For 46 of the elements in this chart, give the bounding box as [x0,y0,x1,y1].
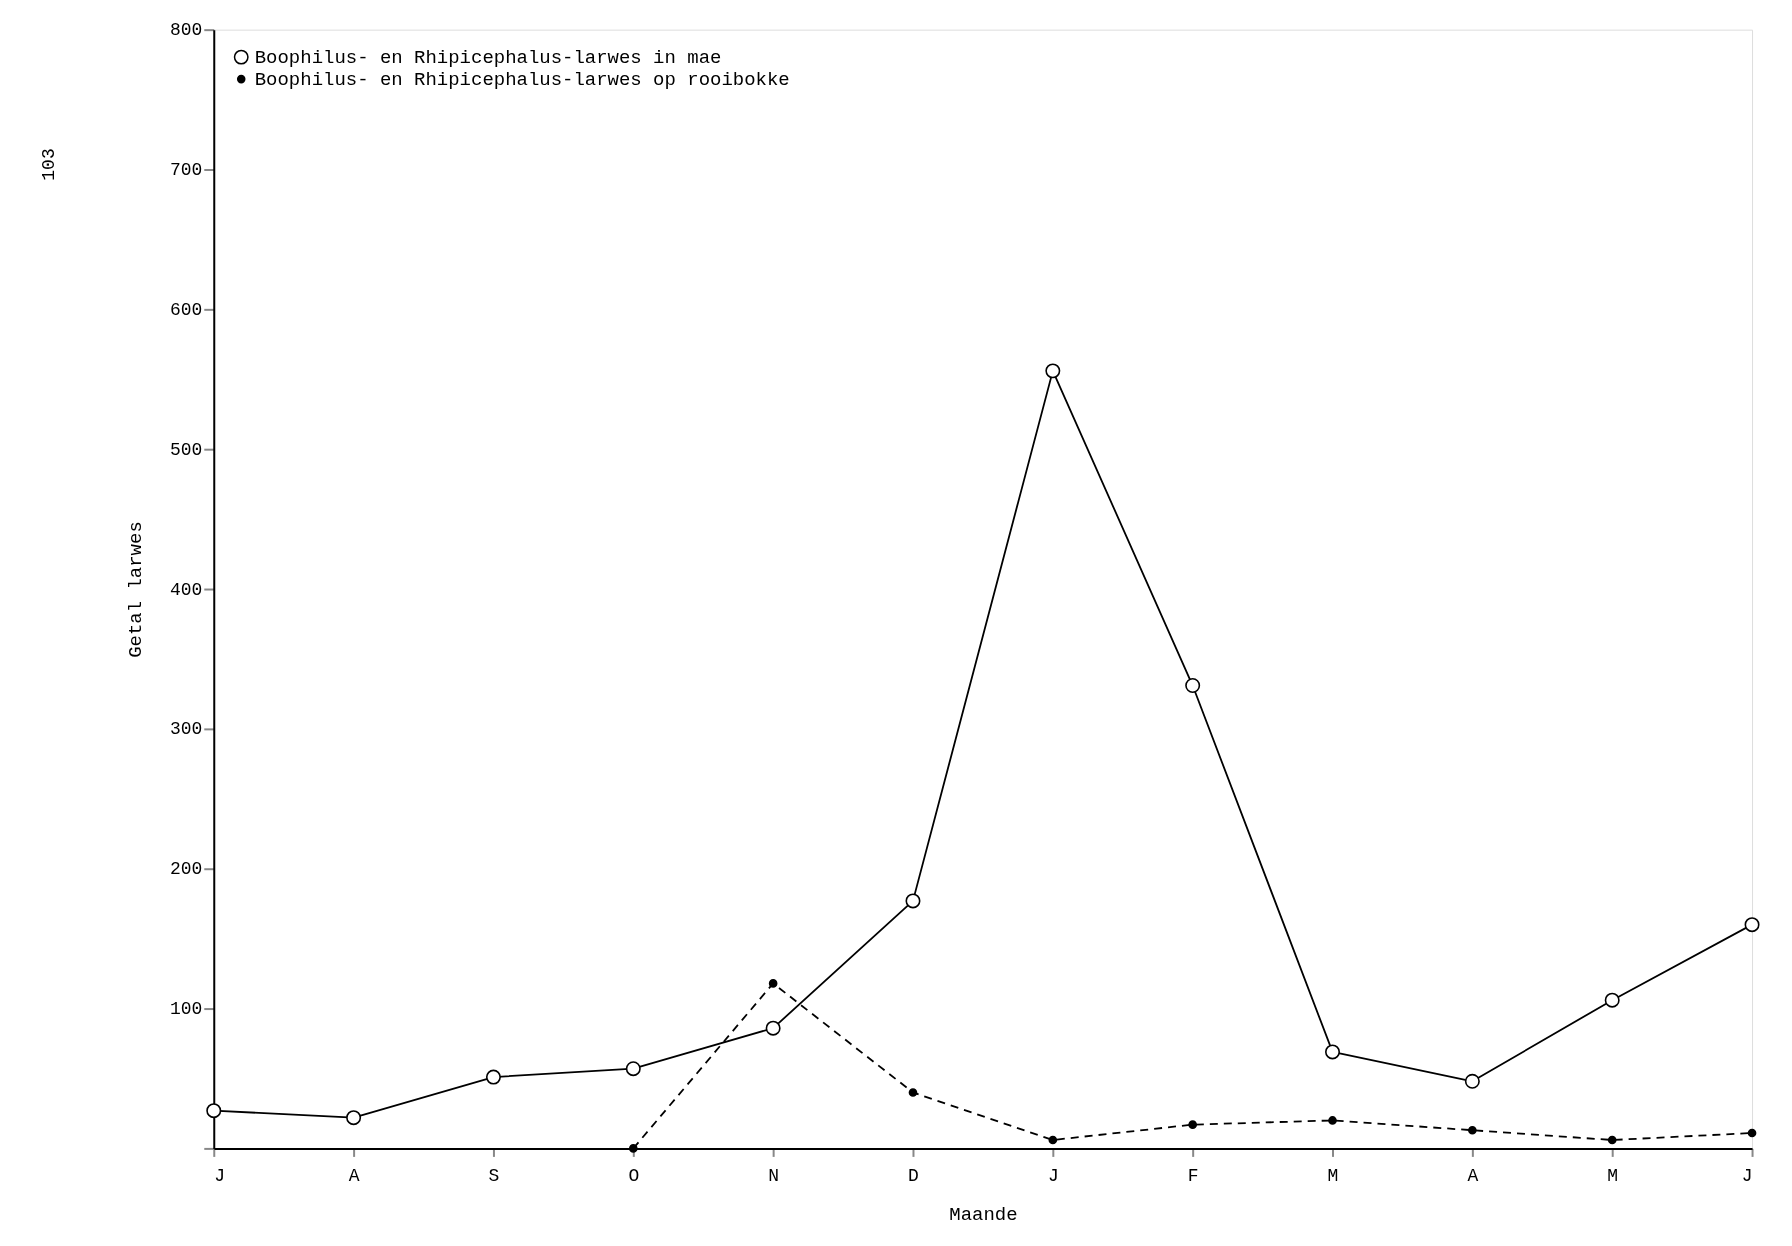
y-tick-label: 400 [169,579,203,600]
point [1468,1125,1477,1135]
y-axis-title: Getal larwes [124,521,147,658]
point [1744,917,1760,933]
text: 103 [38,148,59,181]
point [628,1144,638,1153]
x-tick-label: M [1327,1165,1339,1186]
legend-label: Boophilus- en Rhipicephalus-larwes in mae [254,47,722,70]
point [625,1061,641,1077]
x-tick-label: A [1467,1165,1479,1186]
point [1188,1120,1197,1129]
x-tick-label: D [908,1165,919,1186]
y-tick-label: 600 [169,299,203,320]
y-tick-label: 800 [169,20,203,41]
point [1604,992,1620,1008]
point [1045,363,1061,379]
x-tick-label: J [214,1165,226,1186]
x-tick-label: F [1187,1165,1199,1186]
x-tick-label: A [348,1165,360,1186]
point [1747,1128,1757,1138]
legend-label: Boophilus- en Rhipicephalus-larwes op rooibokke [254,69,790,92]
point [768,979,778,988]
point [765,1020,781,1036]
y-tick-label: 500 [169,439,203,460]
point [1607,1135,1617,1145]
x-tick-label: J [1047,1165,1059,1186]
point [485,1069,501,1085]
point [206,1103,222,1119]
y-tick-label: 300 [169,719,203,740]
point [346,1110,362,1126]
point [1328,1116,1337,1125]
y-tick-label: 100 [169,999,203,1020]
point [905,893,921,909]
x-tick-label: N [768,1165,780,1186]
point [1048,1135,1058,1145]
y-tick-label: 200 [169,859,203,880]
x-tick-label: J [1741,1165,1753,1186]
x-tick-label: O [628,1165,640,1186]
y-tick-label: 700 [169,159,203,180]
point [1464,1073,1480,1089]
x-tick-label: M [1607,1165,1619,1186]
x-axis-title: Maande [949,1203,1018,1226]
point [908,1088,918,1097]
point [1325,1044,1341,1060]
x-tick-label: S [488,1165,500,1186]
point [1185,678,1201,694]
